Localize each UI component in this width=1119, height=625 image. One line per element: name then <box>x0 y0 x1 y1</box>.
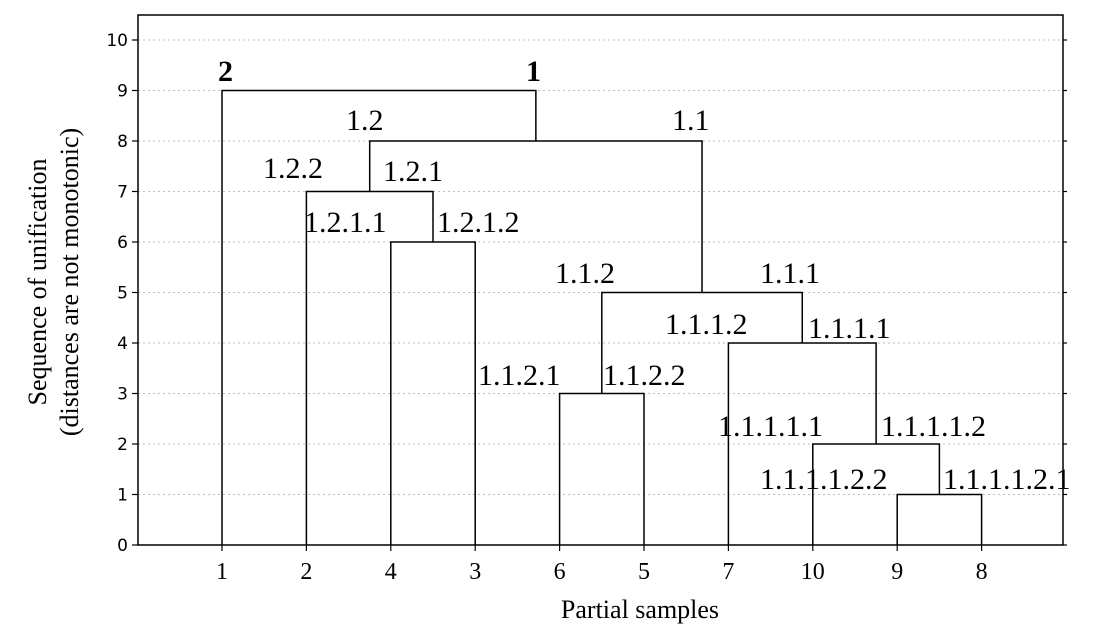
y-tick-label: 1 <box>117 486 128 506</box>
dendrogram-link <box>305 190 434 545</box>
cluster-label: 1.2.1.2 <box>437 206 520 239</box>
cluster-label: 1.1.1.1.2 <box>881 410 986 443</box>
dendrogram-link <box>221 89 537 545</box>
y-tick-label: 6 <box>117 233 128 253</box>
x-tick-label: 3 <box>469 559 481 585</box>
cluster-label: 1.1.2 <box>555 257 615 290</box>
y-tick-label: 5 <box>117 284 128 304</box>
x-tick-label: 6 <box>554 559 566 585</box>
node-labels: 2 1 1.2 1.1 1.2.2 1.2.1 1.2.1.1 1.2.1.2 1.1.2 1.1… <box>218 55 1071 496</box>
cluster-label: 1.2.1.1 <box>304 206 387 239</box>
cluster-label: 1 <box>526 55 541 88</box>
dendrogram-link <box>558 392 645 545</box>
y-tick-label: 9 <box>117 82 128 102</box>
cluster-label: 1.1.1.1.1 <box>718 410 823 443</box>
y-tick-label: 10 <box>106 31 128 51</box>
x-tick-label: 5 <box>638 559 650 585</box>
x-tick-label: 1 <box>216 559 228 585</box>
y-tick-label: 0 <box>117 536 128 556</box>
y-tick-labels: 0 1 2 3 4 5 6 7 8 9 10 <box>106 31 1067 556</box>
cluster-label: 2 <box>218 55 233 88</box>
x-tick-label: 2 <box>300 559 312 585</box>
cluster-label: 1.1.1.1.2.1 <box>943 463 1071 496</box>
cluster-label: 1.1.1.1.2.2 <box>760 463 888 496</box>
cluster-label: 1.1 <box>672 104 710 137</box>
cluster-label: 1.2.1 <box>383 155 443 188</box>
x-tick-label: 9 <box>891 559 903 585</box>
x-tick-label: 4 <box>385 559 397 585</box>
y-tick-label: 8 <box>117 132 128 152</box>
plot-frame <box>137 14 1064 546</box>
y-tick-label: 7 <box>117 183 128 203</box>
dendrogram-link <box>896 493 983 545</box>
y-axis-title-line2: (distances are not monotonic) <box>55 128 84 436</box>
x-tick-label: 7 <box>722 559 734 585</box>
cluster-label: 1.1.1.1 <box>808 312 891 345</box>
cluster-label: 1.1.2.2 <box>603 359 686 392</box>
cluster-label: 1.1.1 <box>760 257 820 290</box>
cluster-label: 1.1.2.1 <box>478 359 561 392</box>
cluster-label: 1.1.1.2 <box>665 308 748 341</box>
y-tick-label: 3 <box>117 385 128 405</box>
x-tick-labels: 1 2 4 3 6 5 7 10 9 8 <box>216 545 988 585</box>
y-tick-label: 2 <box>117 435 128 455</box>
y-tick-label: 4 <box>117 334 128 354</box>
x-tick-label: 8 <box>976 559 988 585</box>
x-axis-title: Partial samples <box>561 595 719 624</box>
dendrogram-links <box>221 89 983 545</box>
x-tick-label: 10 <box>801 559 825 585</box>
cluster-label: 1.2 <box>346 104 384 137</box>
cluster-label: 1.2.2 <box>263 152 323 185</box>
y-axis-title-line1: Sequence of unification <box>23 159 52 406</box>
